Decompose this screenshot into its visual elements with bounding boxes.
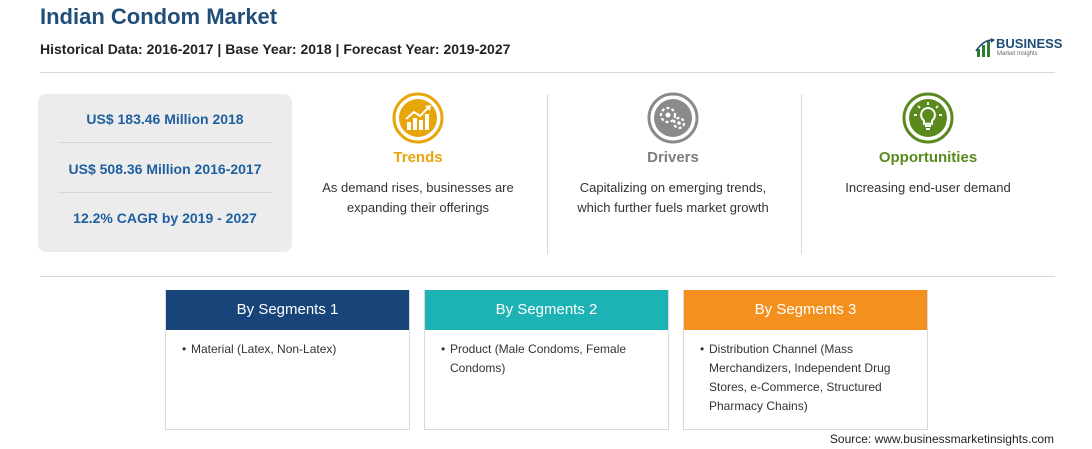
segment-3-item: Distribution Channel (Mass Merchandizers… xyxy=(709,342,891,413)
header-divider xyxy=(40,72,1055,73)
trends-description: As demand rises, businesses are expandin… xyxy=(322,180,514,215)
gears-icon xyxy=(647,92,699,144)
column-divider xyxy=(547,94,548,254)
stats-divider xyxy=(58,142,272,143)
market-value-2018: US$ 183.46 Million 2018 xyxy=(86,111,244,127)
page-title: Indian Condom Market xyxy=(40,4,278,29)
column-divider xyxy=(801,94,802,254)
market-value-historical: US$ 508.36 Million 2016-2017 xyxy=(68,161,262,177)
segment-1-panel: By Segments 1 • Material (Latex, Non-Lat… xyxy=(165,290,410,430)
section-divider xyxy=(40,276,1055,277)
page-subtitle: Historical Data: 2016-2017 | Base Year: … xyxy=(40,41,511,57)
bullet-icon: • xyxy=(700,342,705,356)
segment-2-item: Product (Male Condoms, Female Condoms) xyxy=(450,342,627,375)
opportunities-heading: Opportunities xyxy=(878,149,978,166)
segment-3-heading: By Segments 3 xyxy=(684,290,927,330)
market-cagr: 12.2% CAGR by 2019 - 2027 xyxy=(73,210,257,226)
bullet-icon: • xyxy=(182,342,187,356)
drivers-heading: Drivers xyxy=(647,149,699,166)
trends-card: Trends As demand rises, businesses are e… xyxy=(298,92,538,232)
lightbulb-icon xyxy=(902,92,954,144)
source-credit: Source: www.businessmarketinsights.com xyxy=(829,432,1054,446)
bullet-icon: • xyxy=(441,342,446,356)
drivers-card: Drivers Capitalizing on emerging trends,… xyxy=(553,92,793,232)
segment-1-item: Material (Latex, Non-Latex) xyxy=(191,342,337,356)
segment-2-heading: By Segments 2 xyxy=(425,290,668,330)
stats-divider xyxy=(58,192,272,193)
trends-heading: Trends xyxy=(393,149,443,166)
logo-globe-icon xyxy=(975,38,995,57)
logo-tagline: Market Insights xyxy=(997,51,1038,57)
segment-2-panel: By Segments 2 • Product (Male Condoms, F… xyxy=(424,290,669,430)
segment-1-heading: By Segments 1 xyxy=(166,290,409,330)
opportunities-card: Opportunities Increasing end-user demand xyxy=(808,92,1048,232)
opportunities-description: Increasing end-user demand xyxy=(845,180,1011,195)
business-market-insights-logo: BUSINESS Market Insights xyxy=(975,36,1065,60)
logo-wordmark: BUSINESS xyxy=(996,36,1063,51)
rising-chart-icon xyxy=(392,92,444,144)
drivers-description: Capitalizing on emerging trends, which f… xyxy=(577,180,769,215)
market-stats-panel: US$ 183.46 Million 2018 US$ 508.36 Milli… xyxy=(38,94,292,252)
segment-3-panel: By Segments 3 • Distribution Channel (Ma… xyxy=(683,290,928,430)
